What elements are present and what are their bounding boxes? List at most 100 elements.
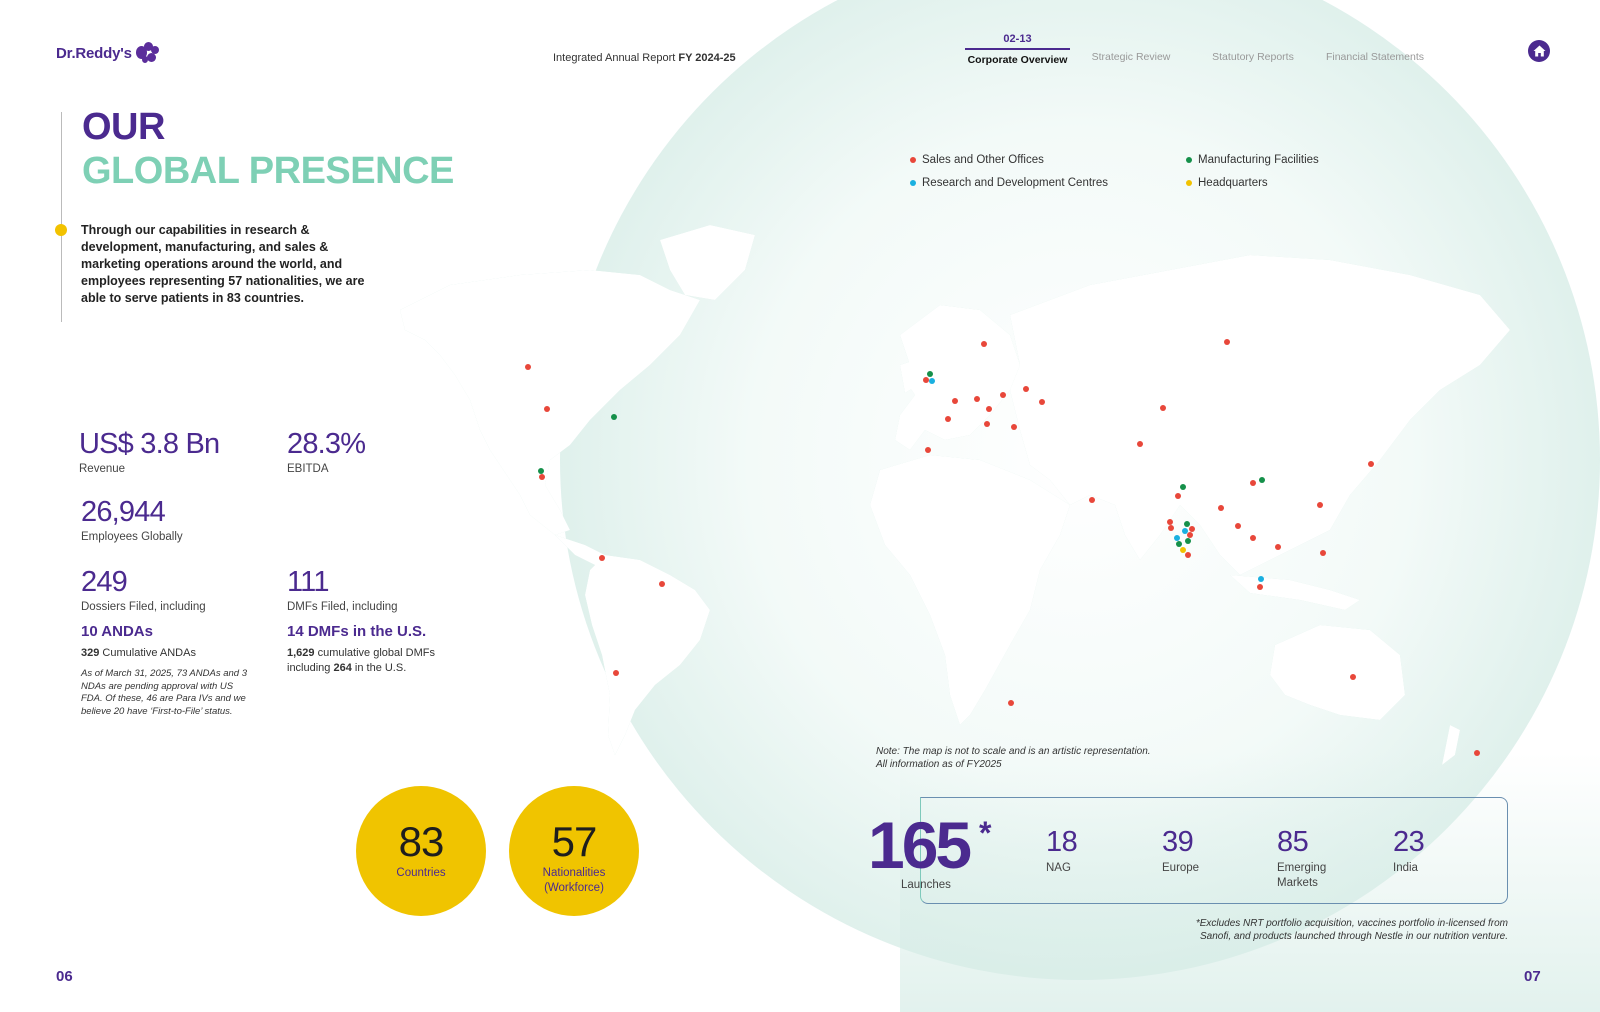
- green-dot-icon: [1186, 157, 1192, 163]
- sales-office-dot: [1320, 550, 1326, 556]
- nav-strategic-review[interactable]: Strategic Review: [1091, 51, 1171, 63]
- manufacturing-dot: [611, 414, 617, 420]
- sales-office-dot: [544, 406, 550, 412]
- sales-office-dot: [1317, 502, 1323, 508]
- launches-india: 23 India: [1393, 826, 1425, 876]
- sales-office-dot: [925, 447, 931, 453]
- asia-shape: [1010, 255, 1510, 575]
- launches-emerging-markets: 85 Emerging Markets: [1277, 826, 1326, 891]
- sales-office-dot: [1224, 339, 1230, 345]
- south-america-shape: [585, 555, 710, 755]
- manufacturing-dot: [1185, 538, 1191, 544]
- stat-value: 26,944: [81, 496, 166, 528]
- sales-office-dot: [1250, 480, 1256, 486]
- stat-sub-value: 14 DMFs in the U.S.: [287, 623, 427, 640]
- sales-office-dot: [539, 474, 545, 480]
- sales-office-dot: [974, 396, 980, 402]
- sales-office-dot: [1275, 544, 1281, 550]
- nav-page-range: 02-13: [965, 33, 1070, 50]
- countries-circle: 83 Countries: [356, 786, 486, 916]
- japan-shape: [1340, 385, 1375, 460]
- launches-nag: 18 NAG: [1046, 826, 1078, 876]
- north-america-shape: [400, 270, 700, 535]
- uk-shape: [900, 360, 918, 393]
- circle-value: 83: [398, 818, 445, 865]
- launch-count: 85: [1277, 826, 1309, 858]
- sales-office-dot: [1137, 441, 1143, 447]
- nav-label: Corporate Overview: [967, 54, 1068, 66]
- legend-manufacturing: Manufacturing Facilities: [1186, 154, 1319, 166]
- launches-box: [920, 797, 1508, 904]
- rnd-centre-dot: [929, 378, 935, 384]
- sales-office-dot: [1089, 497, 1095, 503]
- sales-office-dot: [923, 377, 929, 383]
- page-title-line2: GLOBAL PRESENCE: [82, 150, 454, 192]
- stat-dmfs: 111 DMFs Filed, including 14 DMFs in the…: [287, 566, 435, 676]
- launches-europe: 39 Europe: [1162, 826, 1199, 876]
- sales-office-dot: [981, 341, 987, 347]
- stat-sub-value: 10 ANDAs: [81, 623, 153, 640]
- manufacturing-dot: [1176, 541, 1182, 547]
- launch-count: 23: [1393, 826, 1425, 858]
- circle-label: Nationalities (Workforce): [542, 867, 606, 894]
- sales-office-dot: [1250, 535, 1256, 541]
- legend-rnd-centres: Research and Development Centres: [910, 177, 1108, 189]
- new-zealand-shape: [1442, 725, 1460, 765]
- company-logo[interactable]: Dr.Reddy's: [56, 42, 162, 64]
- manufacturing-dot: [1184, 521, 1190, 527]
- launch-region: Europe: [1162, 862, 1200, 874]
- launches-footnote: *Excludes NRT portfolio acquisition, vac…: [1195, 918, 1508, 942]
- launch-region: Emerging Markets: [1277, 862, 1327, 889]
- launch-region: NAG: [1046, 862, 1071, 874]
- sales-office-dot: [952, 398, 958, 404]
- nationalities-circle: 57 Nationalities (Workforce): [509, 786, 639, 916]
- sales-office-dot: [1008, 700, 1014, 706]
- manufacturing-dot: [927, 371, 933, 377]
- manufacturing-dot: [1259, 477, 1265, 483]
- sales-office-dot: [1189, 526, 1195, 532]
- headquarters-dot: [1180, 547, 1186, 553]
- africa-shape: [870, 455, 1070, 725]
- map-note: Note: The map is not to scale and is an …: [876, 746, 1151, 770]
- page-number-left: 06: [56, 968, 73, 985]
- rnd-centre-dot: [1182, 528, 1188, 534]
- blue-dot-icon: [910, 180, 916, 186]
- sales-office-dot: [1160, 405, 1166, 411]
- stat-value: 111: [287, 566, 329, 598]
- sales-office-dot: [986, 406, 992, 412]
- greenland-shape: [660, 225, 755, 300]
- background-corner: [900, 752, 1600, 1012]
- report-title: Integrated Annual Report FY 2024-25: [553, 52, 736, 64]
- sales-office-dot: [1011, 424, 1017, 430]
- stat-label: Dossiers Filed, including: [81, 601, 206, 613]
- sales-office-dot: [1185, 552, 1191, 558]
- section-nav: 02-13 Corporate Overview Strategic Revie…: [965, 33, 1436, 66]
- nav-statutory-reports[interactable]: Statutory Reports: [1212, 51, 1294, 63]
- nav-corporate-overview[interactable]: 02-13 Corporate Overview: [965, 33, 1070, 66]
- stat-label: EBITDA: [287, 463, 329, 475]
- launch-count: 18: [1046, 826, 1078, 858]
- launches-label: Launches: [901, 879, 951, 891]
- sales-office-dot: [525, 364, 531, 370]
- sales-office-dot: [1167, 519, 1173, 525]
- europe-shape: [895, 305, 1020, 450]
- australia-shape: [1270, 625, 1405, 720]
- southeast-asia-shape: [1230, 575, 1360, 610]
- sales-office-dot: [1474, 750, 1480, 756]
- stat-value: 249: [81, 566, 128, 598]
- sales-office-dot: [1187, 532, 1193, 538]
- sales-office-dot: [1175, 493, 1181, 499]
- stat-label: Employees Globally: [81, 531, 183, 543]
- stat-value: 28.3%: [287, 428, 366, 460]
- sales-office-dot: [1257, 584, 1263, 590]
- sales-office-dot: [1000, 392, 1006, 398]
- bullet-dot-icon: [55, 224, 67, 236]
- sales-office-dot: [1039, 399, 1045, 405]
- divider-line: [61, 112, 62, 322]
- nav-financial-statements[interactable]: Financial Statements: [1325, 51, 1425, 63]
- logo-mark-icon: [135, 42, 162, 64]
- page-number-right: 07: [1524, 968, 1541, 985]
- stat-ebitda: 28.3% EBITDA: [287, 428, 366, 475]
- location-dots: [525, 339, 1480, 756]
- home-button[interactable]: [1528, 40, 1550, 62]
